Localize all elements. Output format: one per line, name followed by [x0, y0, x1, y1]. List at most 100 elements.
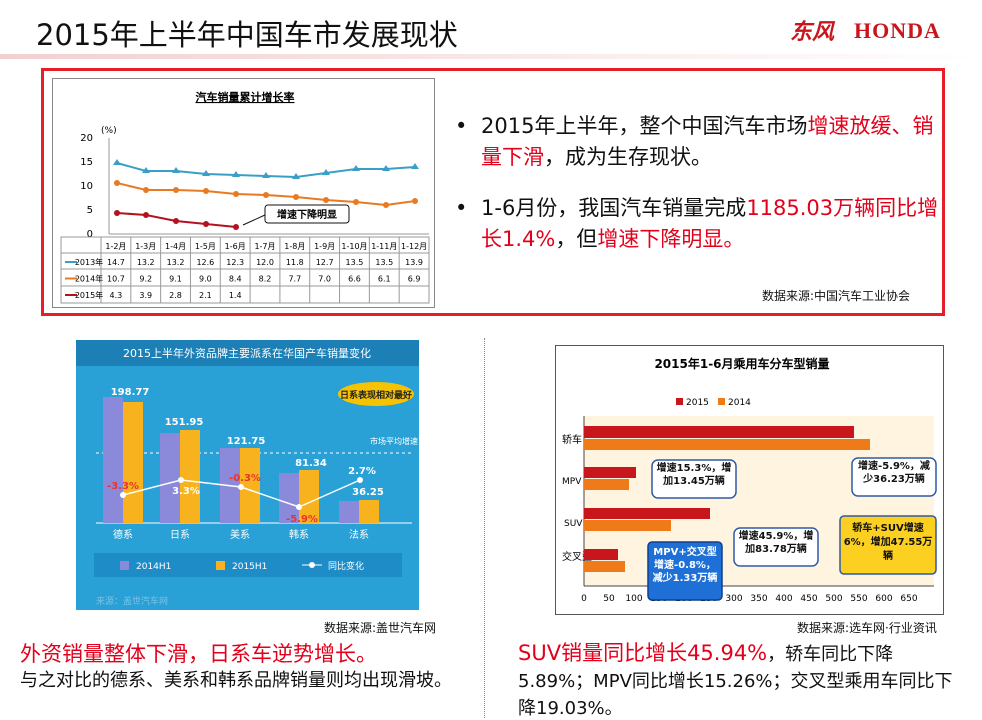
market-avg-label: 市场平均增速: [370, 436, 418, 446]
table-cell: 13.5: [346, 258, 364, 267]
header-band: [0, 54, 982, 59]
table-cell: 14.7: [107, 258, 125, 267]
car-type-title: 2015年1-6月乘用车分车型销量: [654, 356, 829, 371]
month-header: 1-12月: [401, 242, 427, 251]
top-panel: 汽车销量累计增长率 (%) 20 15 10 5 0: [41, 68, 945, 316]
source-caam: 数据来源:中国汽车工业协会: [762, 289, 911, 303]
x-tick: 100: [625, 594, 642, 604]
table-cell: 11.8: [286, 258, 304, 267]
car-type-svg: 2015年1-6月乘用车分车型销量 2015 2014 轿车 MPV SUV 交…: [562, 356, 937, 604]
table-cell: 12.6: [196, 258, 214, 267]
change-label: 2.7%: [348, 466, 376, 477]
bullet-icon: •: [455, 196, 468, 220]
foreign-brands-chart: 2015上半年外资品牌主要派系在华国产车销量变化 日系表现相对最好 市场平均增速…: [76, 340, 419, 610]
month-header: 1-11月: [371, 242, 397, 251]
right-caption: SUV销量同比增长45.94%，轿车同比下降5.89%；MPV同比增长15.26…: [518, 640, 968, 720]
row-label: 2015年: [75, 290, 103, 300]
foreign-brands-svg: 2015上半年外资品牌主要派系在华国产车销量变化 日系表现相对最好 市场平均增速…: [76, 340, 419, 607]
table-cell: 4.3: [110, 291, 123, 300]
legend-2014: 2014: [728, 398, 751, 408]
category-label: 韩系: [289, 528, 309, 541]
x-tick: 550: [850, 594, 867, 604]
y-tick: 5: [87, 205, 93, 216]
dongfeng-logo: 东风: [790, 19, 835, 45]
source-gasgoo: 数据来源:盖世汽车网: [324, 621, 437, 635]
month-header: 1-10月: [341, 242, 367, 251]
table-cell: 13.9: [405, 258, 423, 267]
table-cell: 8.4: [229, 275, 242, 284]
bullet-highlight: 增速放缓、销量下滑: [481, 114, 934, 169]
source-xuanche: 数据来源:选车网·行业资讯: [797, 621, 937, 635]
right-caption-body: ，轿车同比下降5.89%；MPV同比增长15.26%；交叉型乘用车同比下降19.…: [518, 644, 953, 719]
table-cell: 13.5: [375, 258, 393, 267]
header: 2015年上半年中国车市发展现状 东风 HONDA: [0, 0, 982, 60]
table-cell: 6.6: [348, 275, 361, 284]
bullet-text: 2015年上半年，整个中国汽车市场: [481, 114, 808, 138]
table-cell: 2.8: [169, 291, 182, 300]
category-label: 德系: [113, 528, 133, 541]
callout-sedan-suv: 轿车+SUV增速6%，增加47.55万辆: [843, 523, 933, 562]
car-type-chart: 2015年1-6月乘用车分车型销量 2015 2014 轿车 MPV SUV 交…: [555, 345, 944, 615]
category-label: 美系: [230, 528, 250, 541]
month-header: 1-2月: [105, 242, 126, 251]
x-tick: 450: [800, 594, 817, 604]
table-cell: 12.0: [256, 258, 274, 267]
change-label: -3.3%: [107, 481, 139, 492]
callout-mpv: 增速15.3%，增加13.45万辆: [656, 463, 732, 487]
left-caption: 外资销量整体下滑，日系车逆势增长。 与之对比的德系、美系和韩系品牌销量则均出现滑…: [20, 640, 460, 693]
table-cell: 8.2: [259, 275, 272, 284]
honda-logo: HONDA: [854, 18, 941, 43]
bar-value: 198.77: [111, 387, 150, 398]
table-cell: 9.1: [169, 275, 182, 284]
x-tick: 600: [875, 594, 892, 604]
bullet-item: • 1-6月份，我国汽车销量完成1185.03万辆同比增长1.4%，但增速下降明…: [449, 193, 939, 255]
change-label: 3.3%: [172, 486, 200, 497]
row-label: 2013年: [75, 257, 103, 267]
y-tick: 15: [80, 157, 93, 168]
x-tick: 500: [825, 594, 842, 604]
y-tick: 20: [80, 133, 93, 144]
x-tick: 50: [603, 594, 615, 604]
bullet-highlight: 1185.03万辆同比增长1.4%: [481, 196, 939, 251]
table-cell: 2.1: [199, 291, 212, 300]
month-header: 1-7月: [254, 242, 275, 251]
divider: [484, 338, 485, 718]
y-tick: 10: [80, 181, 93, 192]
x-tick: 0: [581, 594, 587, 604]
table-cell: 13.2: [137, 258, 155, 267]
category-label: 日系: [170, 529, 190, 541]
foreign-chart-title: 2015上半年外资品牌主要派系在华国产车销量变化: [123, 346, 371, 360]
legend-change: 同比变化: [328, 560, 364, 572]
annotation-decline: 增速下降明显: [277, 208, 337, 221]
x-tick: 350: [750, 594, 767, 604]
legend-2015: 2015H1: [232, 562, 267, 572]
table-cell: 13.2: [167, 258, 185, 267]
callout-sedan: 增速-5.9%，减少36.23万辆: [858, 461, 930, 485]
left-caption-body: 与之对比的德系、美系和韩系品牌销量则均出现滑坡。: [20, 670, 452, 691]
table-cell: 9.0: [199, 275, 212, 284]
growth-rate-chart: 汽车销量累计增长率 (%) 20 15 10 5 0: [52, 78, 435, 308]
watermark: 来源：盖世汽车网: [96, 595, 168, 607]
bar-value: 151.95: [165, 417, 204, 428]
category-label: MPV: [562, 477, 582, 487]
growth-chart-title: 汽车销量累计增长率: [196, 90, 295, 104]
table-cell: 12.3: [226, 258, 244, 267]
left-caption-head: 外资销量整体下滑，日系车逆势增长。: [20, 642, 377, 666]
table-cell: 9.2: [139, 275, 152, 284]
x-tick: 300: [725, 594, 742, 604]
table-cell: 6.1: [378, 275, 391, 284]
bar-value: 81.34: [295, 458, 327, 469]
right-caption-head: SUV销量同比增长45.94%: [518, 641, 768, 665]
bullet-highlight: 增速下降明显。: [597, 227, 745, 251]
summary-bullets: • 2015年上半年，整个中国汽车市场增速放缓、销量下滑，成为生存现状。 • 1…: [449, 111, 939, 275]
bullet-item: • 2015年上半年，整个中国汽车市场增速放缓、销量下滑，成为生存现状。: [449, 111, 939, 173]
bullet-icon: •: [455, 114, 468, 138]
category-label: 法系: [349, 528, 369, 541]
change-label: -5.9%: [286, 514, 318, 525]
table-cell: 3.9: [139, 291, 152, 300]
month-header: 1-9月: [314, 242, 335, 251]
month-header: 1-6月: [225, 242, 246, 251]
table-cell: 1.4: [229, 291, 242, 300]
table-cell: 7.0: [318, 275, 331, 284]
x-tick: 400: [775, 594, 792, 604]
